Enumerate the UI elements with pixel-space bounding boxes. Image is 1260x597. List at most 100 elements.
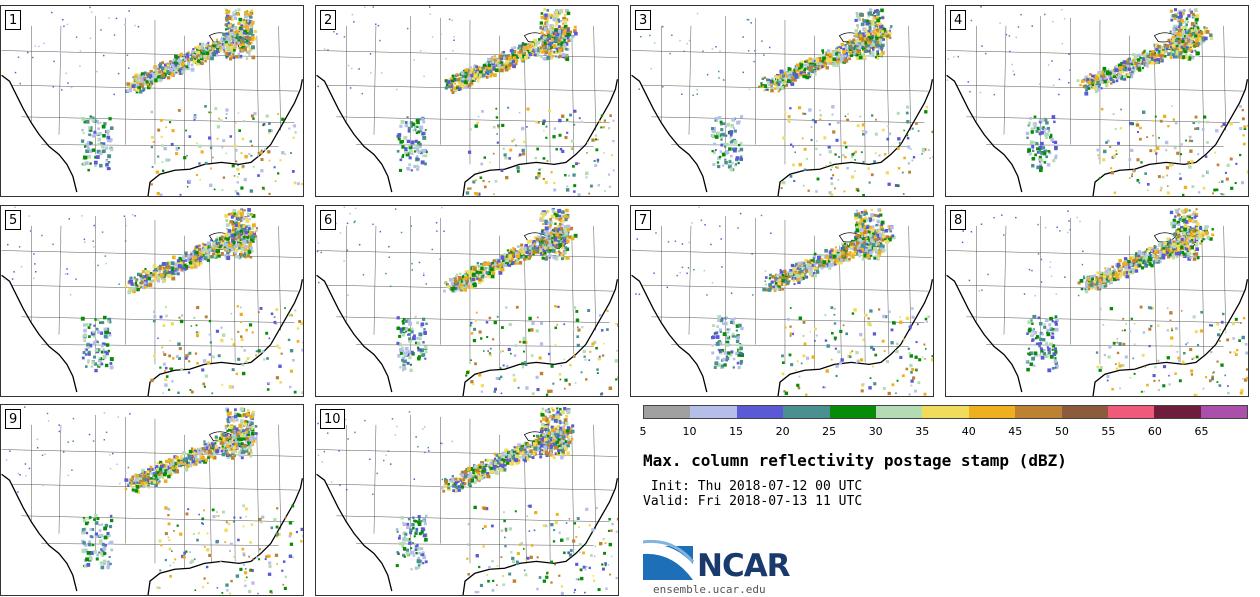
reflectivity-echoes <box>317 407 618 595</box>
map-boundary <box>986 344 1224 347</box>
map-boundary <box>593 424 596 530</box>
map-boundary <box>1003 225 1007 335</box>
map-boundary <box>688 25 692 135</box>
map-boundary <box>278 225 281 331</box>
map-boundary <box>966 316 1240 324</box>
map-boundary <box>316 74 618 196</box>
map-boundary <box>1201 235 1205 355</box>
map-boundary <box>316 274 618 396</box>
colorbar-tick-label: 40 <box>961 425 976 438</box>
map-boundary <box>1178 45 1181 163</box>
map-boundary <box>1178 245 1181 363</box>
map-boundary <box>631 274 933 396</box>
panel-label: 7 <box>635 210 652 230</box>
map-boundary <box>11 84 299 92</box>
map-boundary <box>373 225 377 335</box>
ncar-logo-icon <box>643 540 695 580</box>
colorbar-tick-label: 35 <box>915 425 930 438</box>
reflectivity-echoes <box>3 206 303 395</box>
colorbar-segment <box>644 406 691 418</box>
colorbar-segment <box>1107 406 1155 418</box>
reflectivity-echoes <box>946 6 1248 196</box>
map-boundary <box>863 45 866 163</box>
map-boundary <box>316 449 618 457</box>
map-boundary <box>233 245 236 363</box>
colorbar-segment <box>922 406 969 418</box>
map-boundary <box>1 74 303 196</box>
colorbar-segment <box>783 406 830 418</box>
colorbar-segment <box>736 406 784 418</box>
map-canvas <box>1 206 303 396</box>
map-boundary <box>256 235 260 355</box>
map-boundary <box>373 25 377 135</box>
ensemble-panel-2: 2 <box>315 5 619 197</box>
map-boundary <box>356 144 594 147</box>
chart-title: Max. column reflectivity postage stamp (… <box>643 451 1067 470</box>
map-boundary <box>688 225 692 335</box>
ensemble-url[interactable]: ensemble.ucar.edu <box>653 583 766 596</box>
ensemble-panel-3: 3 <box>630 5 934 197</box>
map-boundary <box>908 25 911 131</box>
map-boundary <box>256 35 260 155</box>
map-boundary <box>58 25 62 135</box>
map-boundary <box>571 434 575 554</box>
map-canvas <box>631 206 933 396</box>
colorbar-segment <box>690 406 737 418</box>
map-boundary <box>524 245 527 365</box>
colorbar-tick-label: 55 <box>1101 425 1116 438</box>
colorbar-segment <box>875 406 923 418</box>
map-boundary <box>641 84 929 92</box>
reflectivity-echoes <box>14 6 303 196</box>
reflectivity-echoes <box>960 208 1248 396</box>
colorbar-tick-label: 15 <box>729 425 744 438</box>
map-boundary <box>21 116 295 124</box>
reflectivity-echoes <box>632 206 933 396</box>
colorbar-tick-label: 45 <box>1008 425 1023 438</box>
map-boundary <box>41 543 279 546</box>
map-boundary <box>524 45 527 165</box>
panel-label: 2 <box>320 10 337 30</box>
map-boundary <box>863 245 866 363</box>
panel-label: 6 <box>320 210 337 230</box>
colorbar-tick-label: 65 <box>1194 425 1209 438</box>
panel-label: 10 <box>320 409 345 429</box>
map-boundary <box>946 74 1248 196</box>
colorbar-segment <box>829 406 876 418</box>
map-boundary <box>1154 45 1157 165</box>
map-boundary <box>41 344 279 347</box>
map-boundary <box>671 344 909 347</box>
map-canvas <box>946 208 1248 396</box>
map-boundary <box>21 515 295 523</box>
map-boundary <box>1223 25 1226 131</box>
panel-label: 9 <box>5 409 22 429</box>
map-boundary <box>641 284 929 292</box>
map-canvas <box>316 407 618 595</box>
ensemble-panel-1: 1 <box>0 5 304 197</box>
map-boundary <box>209 444 212 564</box>
map-boundary <box>1 250 303 258</box>
ensemble-panel-5: 5 <box>0 205 304 397</box>
colorbar-segment <box>1015 406 1062 418</box>
ensemble-panel-10: 10 <box>315 404 619 596</box>
map-boundary <box>631 250 933 258</box>
map-boundary <box>326 483 614 491</box>
map-boundary <box>1201 35 1205 155</box>
map-canvas <box>1 6 303 196</box>
colorbar-segment <box>1200 406 1248 418</box>
panel-label: 4 <box>950 10 967 30</box>
map-canvas <box>316 6 618 196</box>
map-boundary <box>946 274 1248 396</box>
map-canvas <box>631 8 933 196</box>
ensemble-panel-6: 6 <box>315 205 619 397</box>
map-boundary <box>524 444 527 564</box>
colorbar-tick-label: 60 <box>1147 425 1162 438</box>
reflectivity-echoes <box>5 406 303 595</box>
ncar-wordmark: NCAR <box>697 548 791 584</box>
map-boundary <box>233 45 236 163</box>
map-boundary <box>336 515 610 523</box>
colorbar-tick-label: 5 <box>639 425 647 438</box>
map-boundary <box>336 316 610 324</box>
map-boundary <box>256 434 260 554</box>
colorbar-segment <box>1154 406 1201 418</box>
map-boundary <box>946 250 1248 258</box>
